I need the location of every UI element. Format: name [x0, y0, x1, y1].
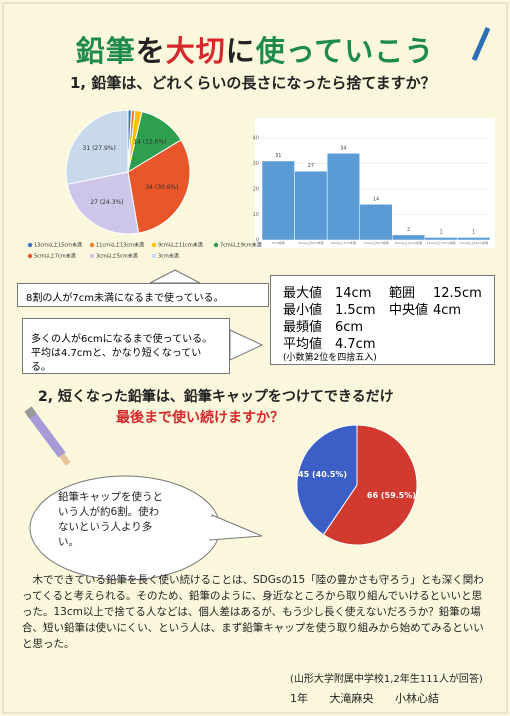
question: 1, 鉛筆は、どれくらいの長さになったら捨てますか？ [70, 74, 436, 92]
legend-label: 3cm未満 [158, 253, 179, 260]
legend-swatch [27, 253, 33, 259]
x-tick-label: 9cm以上11cm未満 [395, 240, 422, 245]
bar-value-label: 27 [308, 163, 314, 169]
stats-box: 最大値 14cm 範囲 12.5cm 最小値 1.5cm 中央値 4cm 最頻値 6cm 平均… [270, 275, 495, 365]
bar [424, 237, 458, 241]
y-tick-label: 10 [253, 212, 259, 218]
stat-label: 最大値 [283, 286, 323, 301]
callout: 多くの人が6cmになるまで使っている。平均は4.7cmと、かなり短くなっている。 [22, 318, 230, 374]
question: 2, 短くなった鉛筆は、鉛筆キャップをつけてできるだけ [38, 389, 394, 405]
stat-value: 12.5cm [433, 286, 482, 301]
stat-value: 4cm [433, 303, 462, 318]
bar-value-label: 31 [275, 153, 281, 159]
stat-value: 6cm [335, 320, 364, 335]
bar-value-label: 34 [340, 145, 346, 151]
legend-swatch [151, 253, 157, 259]
stat-value: 1.5cm [335, 303, 376, 318]
author: 小林心結 [395, 692, 439, 705]
author: 大滝麻央 [329, 692, 374, 705]
legend-label: 11cm以上13cm未満 [96, 242, 144, 249]
bar [457, 237, 491, 241]
y-tick-label: 40 [253, 136, 259, 142]
y-tick-label: 0 [256, 238, 259, 244]
bar [326, 153, 360, 241]
x-tick-label: 7cm以上9cm未満 [364, 240, 389, 245]
stats-row: 最大値 14cm 範囲 12.5cm [283, 282, 482, 301]
bar [392, 234, 426, 241]
legend-label: 13cm以上15cm未満 [34, 242, 82, 249]
stat-label: 最頻値 [283, 320, 323, 335]
legend-swatch [213, 242, 219, 248]
title-part: 使っていこう [255, 34, 435, 68]
callout: 8割の人が7cm未満になるまで使っている。 [17, 283, 269, 307]
slice-label: 27 (24.3%) [90, 199, 123, 206]
question: 最後まで使い続けますか？ [116, 410, 284, 426]
speech-bubble [29, 475, 263, 581]
stat-value: 4.7cm [335, 337, 376, 352]
title: 鉛筆を大切に使っていこう [0, 28, 510, 70]
stat-label: 範囲 [389, 286, 416, 301]
pie-slice [127, 139, 191, 234]
grade: 1年 [290, 692, 308, 705]
y-tick-label: 30 [253, 161, 259, 167]
pie-slice [66, 171, 140, 235]
bar-value-label: 1 [472, 229, 475, 235]
title-part: 大切 [165, 34, 226, 68]
y-tick-label: 20 [253, 187, 259, 193]
x-tick-label: 3cm以上5cm未満 [298, 240, 323, 245]
pie-slice [296, 424, 358, 536]
stat-label: 中央値 [389, 303, 429, 318]
legend-label: 5cm以上7cm未満 [34, 253, 76, 260]
stats-note: (小数第2位を四捨五入) [283, 353, 377, 363]
slice-label: 66 (59.5%) [367, 491, 416, 500]
x-tick-label: 3cm未満 [272, 240, 284, 245]
x-tick-label: 11cm以上13cm未満 [427, 240, 456, 245]
authors: 1年 大滝麻央 小林心結 [290, 690, 439, 706]
pencil-icon [471, 26, 491, 62]
x-tick-label: 5cm以上7cm未満 [331, 240, 356, 245]
title-part: を [135, 34, 166, 68]
legend-swatch [27, 242, 33, 248]
title-part: 鉛筆 [75, 34, 136, 68]
bar [359, 204, 393, 241]
pie-slice [65, 109, 129, 185]
bar-value-label: 14 [373, 196, 379, 202]
bar-value-label: 2 [407, 227, 410, 233]
slice-label: 14 (12.6%) [133, 138, 166, 145]
pie-slice [322, 424, 418, 546]
source: (山形大学附属中学校1,2年生111人が回答) [290, 674, 483, 685]
callout-arrow [149, 269, 201, 284]
callout-arrow [229, 329, 264, 361]
title-part: に [225, 34, 256, 68]
legend-label: 3cm以上5cm未満 [96, 253, 138, 260]
bar [261, 160, 295, 241]
stat-label: 最小値 [283, 303, 323, 318]
bubble-text: 鉛筆キャップを使うという人が約6割。使わないという人より多い。 [58, 491, 163, 548]
slice-label: 34 (30.6%) [145, 184, 178, 191]
slice-label: 31 (27.9%) [83, 145, 116, 152]
stats-row: 平均値 4.7cm [283, 333, 482, 352]
paragraph: 木でできている鉛筆を長く使い続けることは、SDGsの15「陸の豊かさも守ろう」と… [22, 574, 484, 650]
legend-swatch [151, 242, 157, 248]
bar-value-label: 1 [440, 229, 443, 235]
legend-label: 9cm以上11cm未満 [158, 242, 203, 249]
legend-label: 7cm以上9cm未満 [220, 242, 262, 249]
legend-swatch [89, 242, 95, 248]
stats-row: 最小値 1.5cm 中央値 4cm [283, 299, 482, 318]
bar [294, 170, 328, 241]
stats-row: 最頻値 6cm [283, 316, 482, 335]
pencil-drawing [24, 406, 71, 466]
stat-label: 平均値 [283, 337, 323, 352]
x-tick-label: 13cm以上15cm未満 [459, 240, 488, 245]
stat-value: 14cm [335, 286, 372, 301]
slice-label: 45 (40.5%) [298, 470, 347, 479]
legend-swatch [89, 253, 95, 259]
